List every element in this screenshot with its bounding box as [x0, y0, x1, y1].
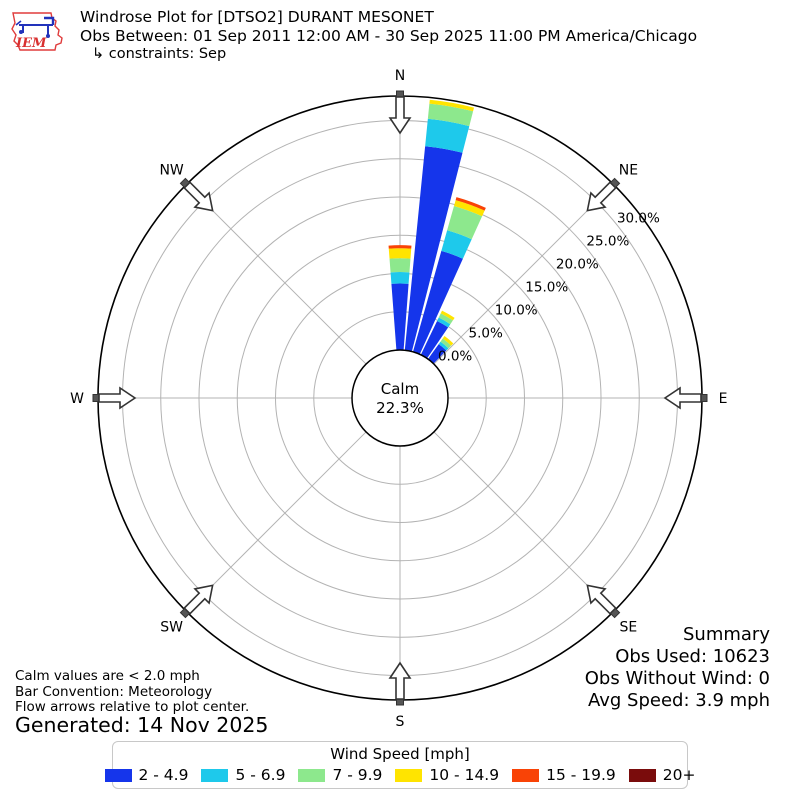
compass-label: W: [70, 391, 84, 407]
legend-label: 20+: [662, 766, 696, 784]
grid-spoke: [186, 431, 367, 612]
wind-bar-segment: [438, 341, 449, 351]
legend-box: Wind Speed [mph] 2 - 4.9 5 - 6.9 7 - 9.9 10…: [104, 741, 696, 789]
legend-swatch: [201, 768, 229, 782]
compass-label: SE: [620, 619, 638, 635]
constraints: ↳ constraints: Sep: [92, 46, 227, 62]
legend-label: 15 - 19.9: [546, 766, 616, 784]
wind-bar-segment: [429, 99, 475, 112]
wind-bar-segment: [427, 103, 474, 127]
summary-block: Summary Obs Used: 10623 Obs Without Wind…: [585, 624, 770, 712]
wind-bar-segment: [428, 344, 447, 364]
ring-label: 20.0%: [556, 256, 599, 272]
wind-bar-segment: [388, 248, 412, 259]
legend-item: 2 - 4.9: [104, 766, 189, 784]
calm-circle: [351, 349, 449, 447]
legend-label: 7 - 9.9: [332, 766, 383, 784]
calm-label: Calm: [381, 380, 419, 398]
legend-items: 2 - 4.9 5 - 6.9 7 - 9.9 10 - 14.9 15 - 19.9 2…: [104, 766, 696, 784]
legend-item: 10 - 14.9: [395, 766, 499, 784]
flow-arrow: [586, 181, 617, 212]
legend-label: 5 - 6.9: [235, 766, 286, 784]
wind-bar-segment: [404, 146, 463, 352]
iowa-outline: [11, 12, 63, 51]
wind-bar-segment: [425, 118, 470, 153]
page-title: Windrose Plot for [DTSO2] DURANT MESONET: [80, 8, 434, 26]
legend-item: 20+: [628, 766, 696, 784]
flow-arrow: [183, 181, 214, 212]
legend-title: Wind Speed [mph]: [330, 745, 470, 763]
wind-bar-segment: [420, 320, 449, 359]
grid-spoke: [186, 184, 367, 365]
legend-item: 15 - 19.9: [512, 766, 616, 784]
calm-note: Calm values are < 2.0 mph: [15, 668, 200, 684]
wind-bar-segment: [389, 258, 411, 273]
iem-logo: IEM: [11, 12, 63, 51]
ring-label: 0.0%: [438, 348, 472, 364]
summary-obs-without-wind: Obs Without Wind: 0: [584, 668, 770, 689]
compass-label: NE: [619, 163, 638, 179]
wind-bar-segment: [447, 205, 483, 240]
compass-label: NW: [159, 163, 183, 179]
header: Windrose Plot for [DTSO2] DURANT MESONET…: [80, 8, 697, 64]
grid-spoke: [433, 184, 614, 365]
logo-text: IEM: [15, 36, 47, 51]
wind-bar-segment: [453, 200, 485, 217]
convention-note: Bar Convention: Meteorology: [15, 683, 213, 700]
wind-bar-segment: [442, 336, 454, 346]
summary-obs-used: Obs Used: 10623: [615, 646, 770, 667]
flow-arrow: [388, 96, 412, 135]
ring-label: 15.0%: [525, 279, 568, 295]
legend-swatch: [512, 768, 540, 782]
summary-title: Summary: [683, 624, 770, 645]
wind-bar-segment: [388, 245, 412, 249]
compass-label: SW: [160, 619, 183, 635]
summary-avg-speed: Avg Speed: 3.9 mph: [588, 690, 770, 711]
obs-range: Obs Between: 01 Sep 2011 12:00 AM - 30 S…: [80, 26, 698, 45]
flow-arrow: [183, 584, 214, 615]
legend-swatch: [395, 768, 423, 782]
wind-bar-segment: [412, 250, 463, 355]
legend-swatch: [298, 768, 326, 782]
wind-bar-segment: [440, 310, 455, 321]
ring-label: 10.0%: [495, 302, 538, 318]
flow-arrow: [98, 386, 137, 410]
wind-bar-segment: [441, 230, 472, 259]
compass-label: N: [395, 68, 405, 84]
legend-item: 7 - 9.9: [298, 766, 382, 784]
arrows-note: Flow arrows relative to plot center.: [15, 699, 250, 715]
wind-bar-segment: [455, 197, 486, 211]
flow-arrow: [663, 386, 702, 410]
wind-bar-segment: [437, 317, 451, 328]
legend-item: 5 - 6.9: [201, 766, 285, 784]
calm-percent: 22.3%: [376, 399, 424, 417]
wind-vane-icon: [15, 16, 55, 38]
legend-label: 10 - 14.9: [429, 766, 500, 784]
legend-swatch: [104, 768, 132, 782]
generated-date: Generated: 14 Nov 2025: [15, 712, 269, 737]
flow-arrow: [586, 584, 617, 615]
legend-label: 2 - 4.9: [138, 766, 189, 784]
ring-label: 30.0%: [617, 210, 660, 226]
flow-arrow: [388, 661, 412, 700]
wind-bar-segment: [390, 271, 410, 284]
legend-swatch: [628, 768, 656, 782]
wind-bar-segment: [438, 313, 453, 325]
footnotes: Calm values are < 2.0 mph Bar Convention…: [15, 668, 269, 737]
compass-label: E: [719, 391, 728, 407]
wind-bar-segment: [440, 338, 452, 349]
compass-label: S: [396, 714, 405, 730]
wind-bar-segment: [391, 283, 409, 351]
ring-label: 25.0%: [586, 233, 629, 249]
grid-spoke: [433, 431, 614, 612]
ring-label: 5.0%: [468, 325, 502, 341]
